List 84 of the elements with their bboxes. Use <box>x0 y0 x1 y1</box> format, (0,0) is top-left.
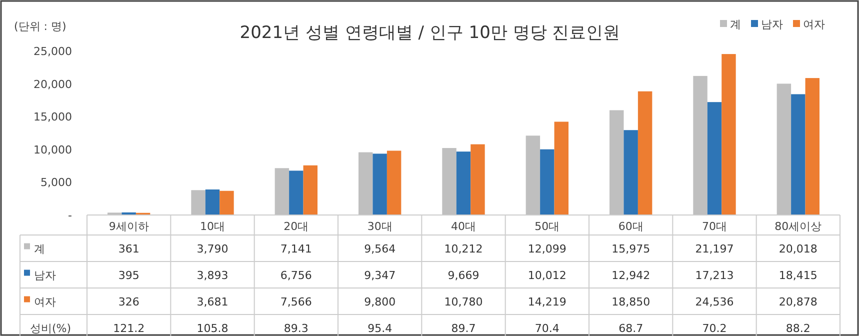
data-label: 326 <box>118 295 140 308</box>
text: 89.3 <box>284 322 308 335</box>
legend-label: 여자 <box>803 18 825 31</box>
x-tick-label: 10대 <box>200 220 225 233</box>
text: 70.4 <box>534 322 560 335</box>
data-label: 10,212 <box>444 242 483 256</box>
data-label: 6,756 <box>280 268 312 282</box>
bar <box>776 84 792 215</box>
data-label: 9,347 <box>364 268 396 282</box>
x-tick-label: 70대 <box>702 220 727 233</box>
bar <box>191 190 206 215</box>
data-label: 7,141 <box>280 242 312 256</box>
data-label: 9,564 <box>364 242 396 256</box>
data-label: 7,566 <box>280 295 312 308</box>
data-label: 3,893 <box>196 268 228 282</box>
bar <box>707 102 722 215</box>
bar <box>791 94 806 215</box>
data-label: 20,018 <box>778 242 818 256</box>
data-label: 361 <box>118 242 140 256</box>
data-label: 18,415 <box>778 268 818 282</box>
data-label: 10,780 <box>444 295 483 308</box>
y-tick-label: - <box>68 209 72 222</box>
y-tick-label: 20,000 <box>34 78 72 91</box>
text: 남자 <box>34 268 56 282</box>
bar <box>358 152 373 215</box>
y-tick-label: 25,000 <box>34 45 72 58</box>
bar <box>526 136 540 215</box>
x-tick-label: 30대 <box>367 220 392 233</box>
bar <box>372 154 387 215</box>
data-label: 3,681 <box>196 295 228 308</box>
y-tick-label: 15,000 <box>34 110 72 124</box>
x-tick-label: 20대 <box>284 220 309 233</box>
text: 105.8 <box>196 322 228 335</box>
y-axis-title: (단위 : 명) <box>14 20 66 33</box>
bar <box>220 190 234 215</box>
bar <box>470 144 485 215</box>
bar <box>624 130 638 215</box>
text: 여자 <box>34 295 56 308</box>
y-tick-label: 5,000 <box>40 176 72 190</box>
text: 88.2 <box>786 322 810 335</box>
bar <box>386 150 402 215</box>
x-tick-label: 9세이하 <box>108 220 149 233</box>
y-tick-label: 10,000 <box>34 143 72 156</box>
bar <box>693 76 708 215</box>
text: 121.2 <box>113 322 145 335</box>
text: 70.2 <box>702 322 727 335</box>
data-label: 17,213 <box>695 268 734 282</box>
data-label: 15,975 <box>612 242 650 256</box>
bar <box>456 152 471 215</box>
legend-label: 남자 <box>761 18 783 31</box>
data-label: 3,790 <box>196 242 228 256</box>
bar <box>303 165 318 215</box>
text: 95.4 <box>368 322 392 335</box>
data-label: 12,942 <box>612 268 650 282</box>
x-tick-label: 60대 <box>618 220 644 233</box>
x-tick-label: 40대 <box>451 220 476 233</box>
bar <box>805 78 820 215</box>
bar <box>205 189 220 215</box>
data-label: 12,099 <box>528 242 566 256</box>
data-label: 14,219 <box>528 295 566 308</box>
x-tick-label: 50대 <box>534 220 560 233</box>
bar <box>638 91 652 215</box>
text: 89.7 <box>451 322 476 335</box>
legend-label: 계 <box>730 18 741 31</box>
text: 68.7 <box>618 322 644 335</box>
bar <box>554 122 568 215</box>
bar <box>722 54 736 215</box>
bar <box>610 110 624 215</box>
data-label: 9,800 <box>364 295 396 308</box>
data-label: 20,878 <box>778 295 818 308</box>
data-label: 24,536 <box>695 295 734 308</box>
bar <box>442 148 456 215</box>
text: 계 <box>34 242 45 256</box>
bar <box>540 149 554 215</box>
x-tick-label: 80세이상 <box>774 220 822 233</box>
data-label: 395 <box>118 268 140 282</box>
data-label: 9,669 <box>448 268 480 282</box>
bar <box>274 168 290 215</box>
chart-title: 2021년 성별 연령대별 / 인구 10만 명당 진료인원 <box>240 23 620 43</box>
data-label: 21,197 <box>695 242 734 256</box>
data-label: 10,012 <box>528 268 566 282</box>
text: 성비(%) <box>30 322 72 335</box>
data-label: 18,850 <box>612 295 650 308</box>
bar <box>289 170 304 215</box>
